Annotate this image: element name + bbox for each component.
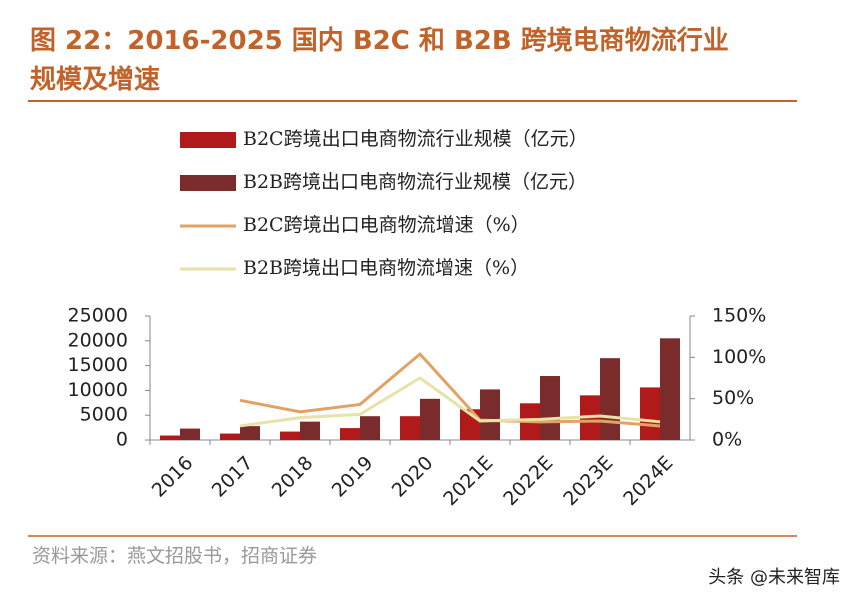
legend-label: B2C跨境出口电商物流增速（%） (243, 214, 530, 236)
bar (280, 431, 300, 440)
bar (600, 358, 620, 440)
x-tick-label: 2023E (559, 452, 617, 510)
y-tick-label: 15000 (68, 354, 128, 376)
legend-label: B2C跨境出口电商物流行业规模（亿元） (243, 128, 588, 150)
chart-title: 图 22：2016-2025 国内 B2C 和 B2B 跨境电商物流行业规模及增… (30, 25, 729, 95)
legend-label: B2B跨境出口电商物流行业规模（亿元） (243, 171, 587, 193)
bar (220, 433, 240, 440)
line-series (239, 376, 661, 428)
y-tick-label: 5000 (80, 404, 128, 426)
y-tick-label: 0 (116, 429, 128, 451)
legend-swatch (180, 175, 236, 191)
x-tick-label: 2021E (439, 452, 497, 510)
x-tick-label: 2022E (499, 452, 557, 510)
bar (240, 426, 260, 440)
x-tick-label: 2016 (148, 452, 198, 502)
bar (400, 416, 420, 440)
y2-tick-label: 100% (712, 346, 766, 368)
bar (480, 389, 500, 440)
x-tick-label: 2018 (268, 452, 318, 502)
line-series (239, 351, 661, 428)
bar (360, 416, 380, 440)
y-tick-label: 20000 (68, 329, 128, 351)
x-tick-label: 2024E (619, 452, 677, 510)
y2-tick-label: 0% (712, 429, 742, 451)
bar (300, 421, 320, 440)
bar (640, 387, 660, 440)
x-tick-label: 2019 (328, 452, 378, 502)
y2-tick-label: 50% (712, 387, 754, 409)
bar (180, 428, 200, 440)
bar (340, 428, 360, 440)
source: 资料来源：燕文招股书，招商证券 (32, 545, 317, 567)
y-tick-label: 10000 (68, 379, 128, 401)
x-tick-label: 2020 (388, 452, 438, 502)
x-tick-label: 2017 (208, 452, 258, 502)
y-tick-label: 25000 (68, 305, 128, 327)
legend-swatch (180, 132, 236, 148)
legend-label: B2B跨境出口电商物流增速（%） (243, 257, 529, 279)
bar (660, 338, 680, 440)
bar (540, 376, 560, 440)
bar (420, 398, 440, 440)
watermark: 头条 @未来智库 (708, 567, 840, 588)
bar (160, 435, 180, 440)
y2-tick-label: 150% (712, 305, 766, 327)
